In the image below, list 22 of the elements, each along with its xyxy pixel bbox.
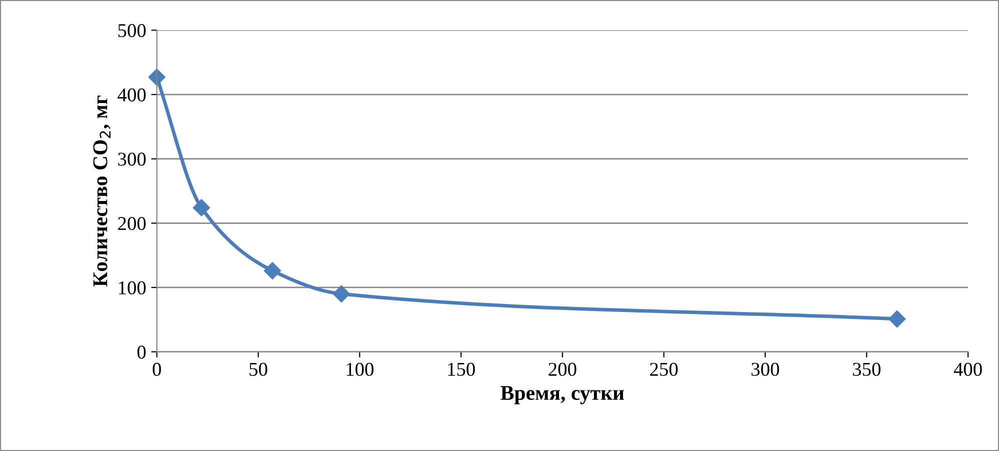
y-tick-label: 300 (118, 152, 146, 166)
x-tick-label: 100 (346, 362, 374, 376)
x-tick-label: 400 (954, 362, 982, 376)
point (148, 68, 166, 86)
x-tick-label: 150 (448, 362, 475, 376)
y-tick-label: 0 (137, 346, 146, 359)
point (264, 262, 281, 280)
x-tick-label: 300 (752, 362, 780, 376)
point (192, 199, 210, 216)
x-axis-title: Время, сутки (500, 386, 624, 404)
y-tick-label: 500 (118, 24, 146, 38)
y-axis-title: Количество CO$_{2}$, мг (93, 96, 111, 287)
y-tick-label: 200 (118, 216, 146, 230)
x-tick-label: 0 (152, 362, 161, 376)
x-tick-label: 250 (650, 362, 678, 376)
x-tick-label: 50 (250, 362, 268, 376)
x-tick-label: 350 (852, 362, 880, 376)
x-tick-label: 200 (548, 362, 576, 376)
y-tick-label: 100 (118, 281, 146, 294)
point (888, 310, 906, 328)
y-tick-label: 400 (118, 88, 146, 102)
point (332, 285, 350, 302)
